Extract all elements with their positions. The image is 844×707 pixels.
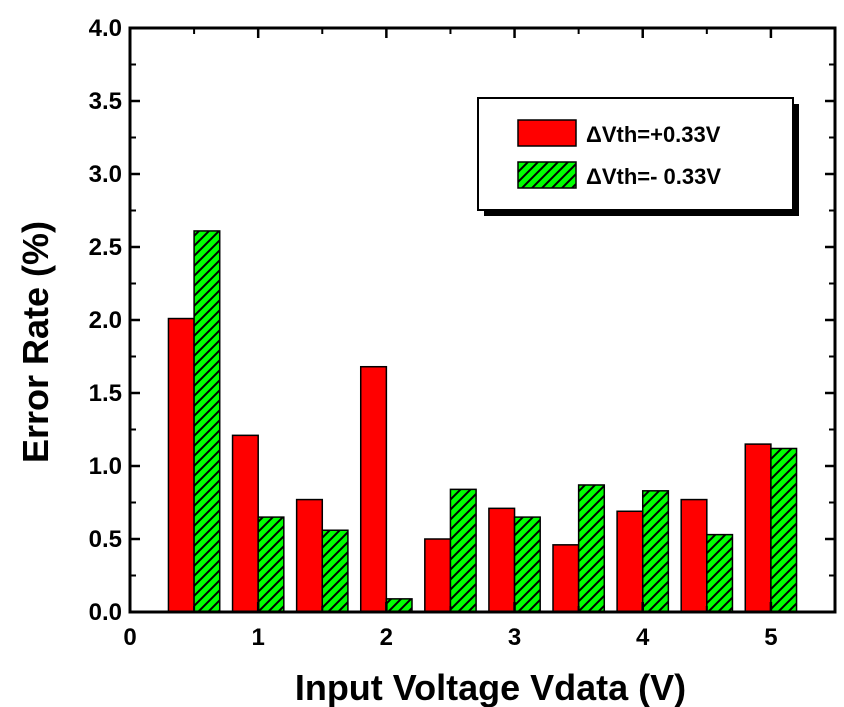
bar-series2-5 [513,516,541,613]
y-tick-label-3: 1.5 [89,380,122,407]
x-tick-label-2: 2 [380,624,393,651]
y-tick-label-6: 3.0 [89,161,122,188]
bar-series2-3 [385,598,413,613]
bar-series1-7 [616,510,644,613]
y-axis: 0.0 0.5 1.0 1.5 2.0 2.5 3.0 3.5 4.0 [89,15,835,626]
x-axis-title: Input Voltage Vdata (V) [295,667,686,707]
x-tick-label-5: 5 [764,624,777,651]
x-tick-label-3: 3 [508,624,521,651]
legend-box [477,97,794,211]
bar-series1-8 [680,498,708,613]
bar-series1-6 [552,544,580,613]
y-tick-label-0: 0.0 [89,599,122,626]
bar-series1-2 [295,498,324,613]
bar-series2-7 [641,490,670,613]
legend-label-2: ΔVth=- 0.33V [586,164,721,189]
bar-series1-9 [744,443,772,613]
x-axis: 0 1 2 3 4 5 [123,28,778,651]
bar-series2-0 [193,230,221,613]
legend-swatch-2 [517,161,577,189]
legend-label-1: ΔVth=+0.33V [586,122,721,147]
bar-series1-5 [488,507,516,613]
bars-group [167,230,798,613]
bar-series2-9 [770,447,798,613]
bar-series2-6 [577,484,606,613]
bar-series2-1 [257,516,285,613]
y-tick-label-4: 2.0 [89,307,122,334]
bar-series2-2 [321,529,349,613]
y-tick-label-2: 1.0 [89,453,122,480]
y-tick-label-8: 4.0 [89,15,122,42]
bar-series1-4 [424,538,452,613]
bar-series1-1 [231,434,259,613]
x-tick-label-4: 4 [636,624,650,651]
bar-series2-4 [449,488,477,613]
y-tick-label-1: 0.5 [89,526,122,553]
legend-swatch-1 [517,119,577,147]
x-tick-label-1: 1 [252,624,265,651]
x-tick-label-0: 0 [123,624,136,651]
y-axis-title: Error Rate (%) [15,221,56,463]
bar-series1-0 [167,317,195,613]
y-tick-label-5: 2.5 [89,234,122,261]
bar-series2-8 [706,533,734,613]
bar-series1-3 [359,365,388,613]
y-tick-label-7: 3.5 [89,88,122,115]
legend: ΔVth=+0.33V ΔVth=- 0.33V [477,97,799,216]
